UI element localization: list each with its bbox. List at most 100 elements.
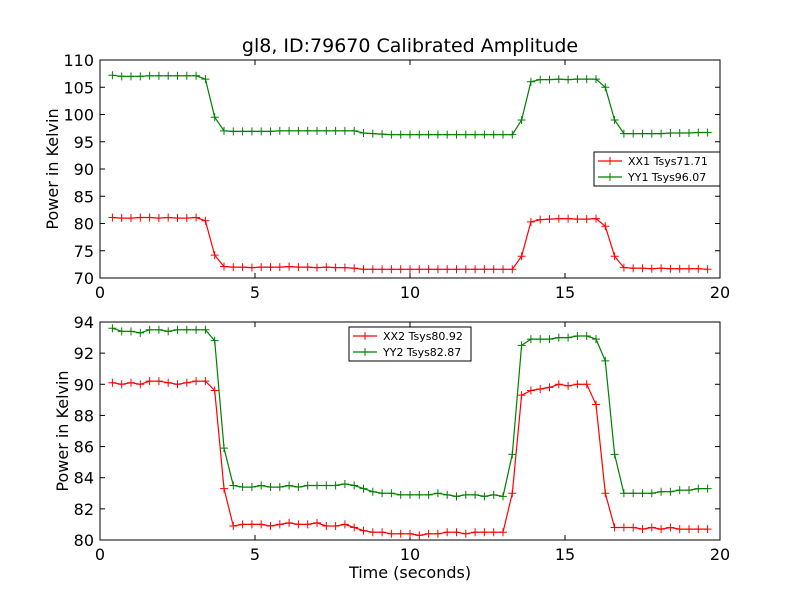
data-point [275,520,284,529]
data-point [480,130,489,139]
x-tick-label: 5 [250,545,260,564]
data-point [517,341,526,350]
data-point [601,83,610,92]
data-point [294,483,303,492]
data-point [313,126,321,135]
bottom-plot: 0 5 10 15 20 80 82 84 86 88 90 92 94 Power in Kelvin T… [53,313,730,582]
data-point [564,381,573,390]
x-axis-label: Time (seconds) [348,563,471,582]
data-point [619,263,628,272]
data-point [433,489,442,498]
data-point [619,523,628,532]
data-point [638,489,647,498]
data-point [461,529,470,538]
data-point [350,481,359,490]
data-point [461,265,470,274]
data-point [368,265,377,274]
data-point [526,77,535,86]
data-point [136,72,145,81]
data-point [424,529,433,538]
data-point [564,333,573,342]
data-point [164,378,173,387]
data-point [117,72,126,81]
data-point [443,265,452,274]
data-point [247,483,256,492]
data-point [592,214,600,223]
data-point [201,325,210,334]
data-point [182,378,191,387]
legend-marker [361,348,369,356]
data-point [601,489,610,498]
data-point [675,129,684,138]
data-point [350,264,359,273]
data-point [247,263,256,272]
data-point [220,262,228,271]
legend-box [593,151,721,187]
data-point [340,520,349,529]
data-point [220,444,228,453]
data-point [508,450,517,459]
data-point [694,484,703,493]
data-point [480,265,489,274]
data-point [154,377,163,386]
y-tick-label: 82 [74,500,94,519]
data-point [433,265,442,274]
data-point [406,529,414,538]
x-tick-label: 10 [400,283,420,302]
data-point [257,520,266,529]
data-point [136,328,145,337]
data-point [350,523,359,532]
data-point [182,214,191,223]
y-tick-label: 95 [74,133,94,152]
data-point [220,484,228,493]
data-point [526,335,535,344]
data-point [480,528,489,537]
data-point [387,529,396,538]
data-point [229,481,238,490]
data-point [517,252,526,261]
data-point [275,483,284,492]
data-point [238,263,247,272]
y-tick-label: 86 [74,438,94,457]
y-tick-label: 100 [63,106,94,125]
data-point [443,490,452,499]
data-point [406,265,414,274]
data-point [285,126,294,135]
data-point [247,520,256,529]
data-point [387,265,396,274]
data-point [350,126,359,135]
data-point [294,263,303,272]
data-point [192,71,201,80]
x-tick-label: 15 [555,283,575,302]
data-point [554,75,563,84]
data-point [489,265,498,274]
data-point [666,487,675,496]
data-point [657,487,666,496]
data-point [480,492,489,501]
y-tick-label: 80 [74,215,94,234]
data-point [359,129,368,138]
data-point [629,489,638,498]
data-point [257,127,266,136]
series-markers-2 [108,324,712,501]
data-point [192,325,201,334]
data-point [117,214,126,223]
data-point [601,222,610,231]
data-point [508,489,517,498]
data-point [359,526,368,535]
data-point [582,75,591,84]
data-point [145,213,154,222]
data-point [154,71,163,80]
data-point [517,391,526,400]
data-point [108,71,117,80]
data-point [331,263,340,272]
data-point [220,126,228,135]
data-point [554,380,563,389]
data-point [415,265,424,274]
y-tick-label: 88 [74,406,94,425]
data-point [685,486,693,495]
data-point [452,265,461,274]
data-point [415,490,424,499]
data-point [182,325,191,334]
y-tick-label: 90 [74,160,94,179]
